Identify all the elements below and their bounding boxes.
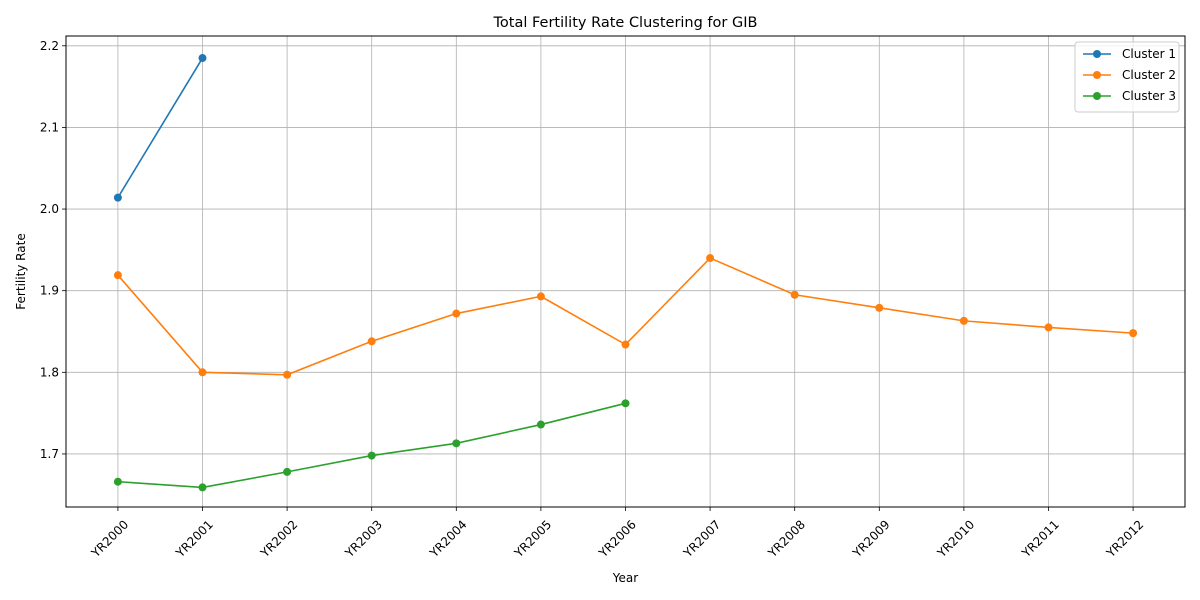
y-tick-label: 1.9 [40, 284, 59, 298]
data-point-cluster-3 [452, 439, 461, 448]
y-tick-label: 2.2 [40, 39, 59, 53]
x-axis: YR2000 YR2001 YR2002 YR2003 YR2004 YR2005 YR20… [88, 507, 1146, 561]
legend-item-cluster-2: Cluster 2 [1083, 68, 1176, 82]
x-tick-label: YR2003 [342, 517, 385, 560]
legend-swatch-marker [1093, 50, 1101, 58]
x-tick-label: YR2005 [511, 517, 554, 560]
data-point-cluster-2 [283, 370, 292, 379]
grid [66, 36, 1185, 507]
data-point-cluster-1 [113, 193, 122, 202]
y-axis-title: Fertility Rate [14, 233, 28, 309]
series-cluster-1 [113, 54, 207, 202]
data-point-cluster-2 [1044, 323, 1053, 332]
y-axis: 1.7 1.8 1.9 2.0 2.1 2.2 [40, 39, 66, 461]
chart-title: Total Fertility Rate Clustering for GIB [493, 15, 758, 31]
data-point-cluster-3 [367, 451, 376, 460]
data-point-cluster-2 [452, 309, 461, 318]
data-point-cluster-2 [113, 271, 122, 280]
data-point-cluster-1 [198, 54, 207, 63]
y-tick-label: 2.0 [40, 202, 59, 216]
data-point-cluster-2 [790, 290, 799, 299]
legend-label: Cluster 2 [1122, 68, 1176, 82]
legend-box [1074, 41, 1180, 113]
x-tick-label: YR2001 [173, 517, 216, 560]
legend-item-cluster-1: Cluster 1 [1083, 47, 1176, 61]
data-point-cluster-2 [536, 292, 545, 301]
y-tick-label: 1.8 [40, 365, 59, 379]
legend-swatch-marker [1093, 92, 1101, 100]
x-axis-title: Year [612, 571, 638, 585]
data-point-cluster-2 [959, 316, 968, 325]
data-point-cluster-3 [113, 477, 122, 486]
legend-swatch-marker [1093, 71, 1101, 79]
x-tick-label: YR2011 [1019, 517, 1062, 560]
legend-label: Cluster 1 [1122, 47, 1176, 61]
data-point-cluster-2 [875, 303, 884, 312]
legend-label: Cluster 3 [1122, 89, 1176, 103]
x-tick-label: YR2004 [426, 517, 469, 560]
series-cluster-3 [113, 399, 630, 492]
x-tick-label: YR2006 [596, 517, 639, 560]
data-point-cluster-2 [621, 340, 630, 349]
data-point-cluster-3 [198, 483, 207, 492]
x-tick-label: YR2008 [765, 517, 808, 560]
legend: Cluster 1 Cluster 2 Cluster 3 [1074, 41, 1180, 113]
legend-item-cluster-3: Cluster 3 [1083, 89, 1176, 103]
y-tick-label: 2.1 [40, 120, 59, 134]
x-tick-label: YR2009 [849, 517, 892, 560]
x-tick-label: YR2012 [1103, 517, 1146, 560]
x-tick-label: YR2002 [257, 517, 300, 560]
data-point-cluster-2 [367, 337, 376, 346]
series-cluster-2 [113, 254, 1138, 379]
x-tick-label: YR2007 [680, 517, 723, 560]
data-point-cluster-3 [283, 467, 292, 476]
series-group [113, 54, 1138, 492]
data-point-cluster-2 [198, 368, 207, 377]
data-point-cluster-3 [621, 399, 630, 408]
x-tick-label: YR2000 [88, 517, 131, 560]
x-tick-label: YR2010 [934, 517, 977, 560]
series-line-cluster-1 [117, 57, 204, 199]
y-tick-label: 1.7 [40, 447, 59, 461]
data-point-cluster-2 [706, 254, 715, 263]
data-point-cluster-2 [1129, 329, 1138, 338]
data-point-cluster-3 [536, 420, 545, 429]
